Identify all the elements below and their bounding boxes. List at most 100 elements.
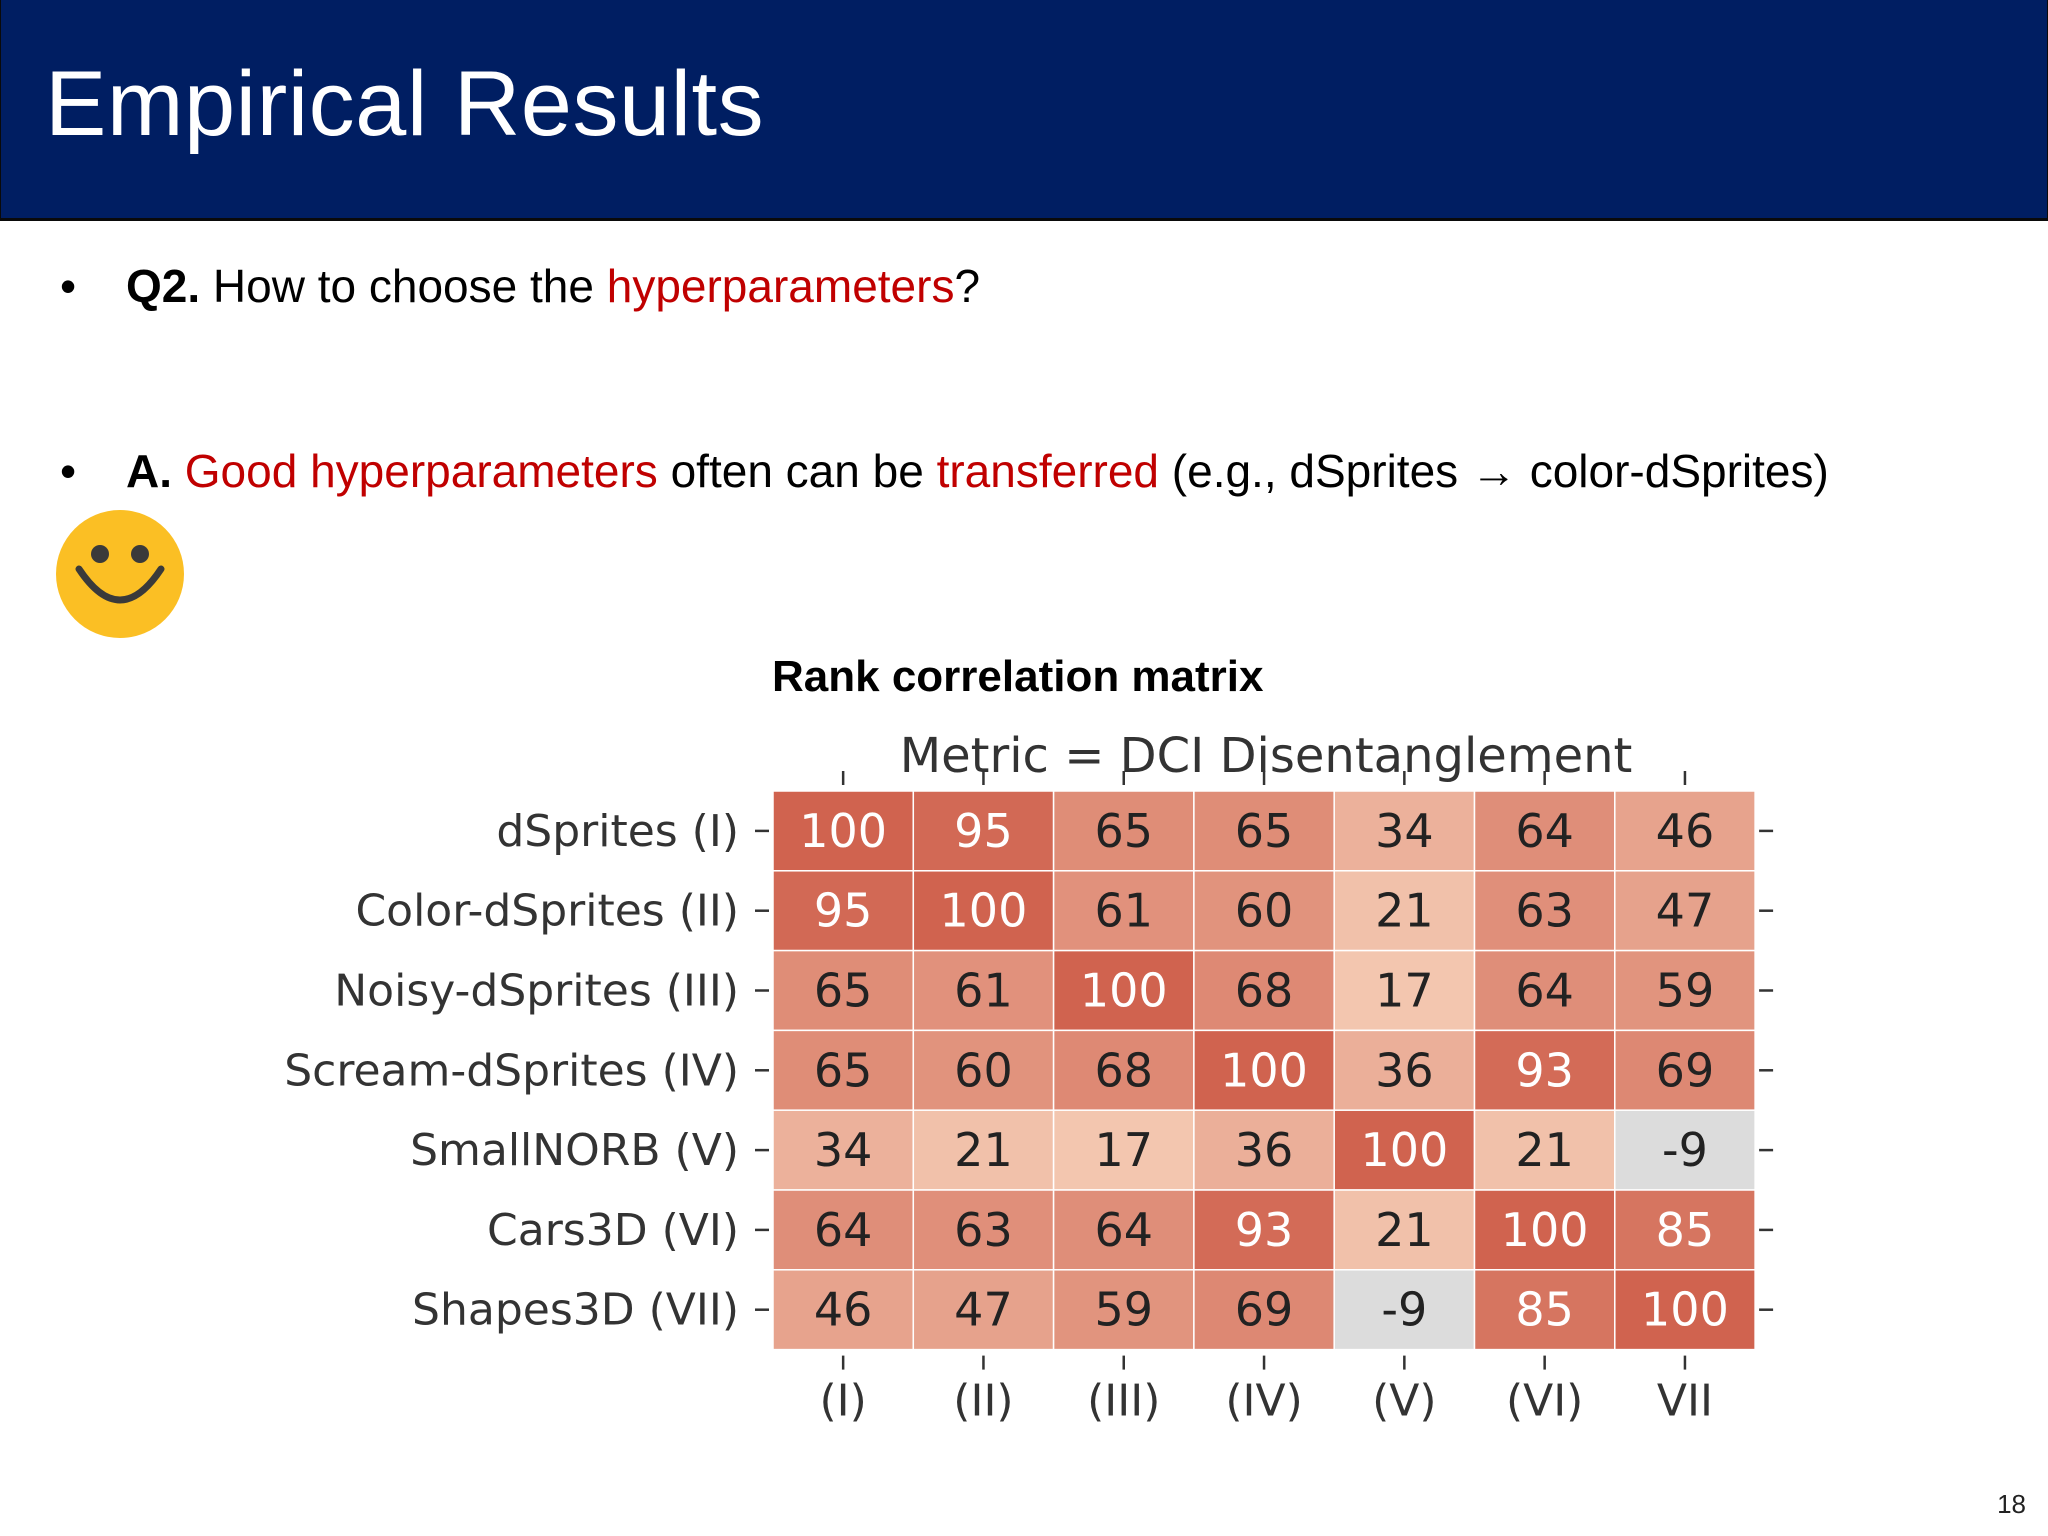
cell-value-label: 64 xyxy=(1515,804,1574,858)
cell-value-label: 61 xyxy=(1094,884,1153,938)
q2-label: Q2. xyxy=(126,260,201,312)
cell-value-label: 36 xyxy=(1235,1123,1294,1177)
heatmap-cell xyxy=(1333,1189,1476,1271)
heatmap-cell xyxy=(1193,1109,1335,1191)
cell-value-label: 36 xyxy=(1375,1043,1434,1097)
bullet-a-text: A. Good hyperparameters often can be tra… xyxy=(126,443,1829,499)
cell-value-label: 93 xyxy=(1235,1203,1294,1257)
heatmap-cell xyxy=(1052,1269,1195,1351)
cell-value-label: 65 xyxy=(1235,804,1294,858)
cell-value-label: 21 xyxy=(954,1123,1013,1177)
cell-value-label: 68 xyxy=(1235,964,1294,1018)
row-label: Scream-dSprites (IV) xyxy=(284,1045,739,1096)
heatmap-cell xyxy=(912,790,1055,872)
cell-value-label: 63 xyxy=(1515,884,1574,938)
cell-value-label: 34 xyxy=(814,1123,873,1177)
row-label: Shapes3D (VII) xyxy=(412,1285,739,1336)
heatmap-cell xyxy=(1473,870,1616,952)
cell-value-label: 69 xyxy=(1235,1283,1294,1337)
heatmap-cell xyxy=(772,1189,915,1271)
cell-value-label: 100 xyxy=(799,804,887,858)
col-label: (V) xyxy=(1372,1376,1436,1427)
a-highlight-1: Good hyperparameters xyxy=(184,445,658,497)
cell-value-label: 93 xyxy=(1515,1043,1574,1097)
heatmap-cell xyxy=(1333,949,1476,1032)
heatmap-cell xyxy=(1614,870,1756,952)
heatmap-cell xyxy=(912,1189,1055,1271)
chart-heading: Rank correlation matrix xyxy=(772,652,1264,701)
cell-value-label: 100 xyxy=(940,884,1028,938)
chart-title: Metric = DCI Disentanglement xyxy=(900,728,1633,784)
cell-value-label: 65 xyxy=(1094,804,1153,858)
row-label: Cars3D (VI) xyxy=(487,1205,739,1256)
heatmap-cell xyxy=(1614,1109,1756,1191)
heatmap-cell xyxy=(1614,949,1756,1032)
a-text-b: often can be xyxy=(657,445,937,497)
cell-value-label: 59 xyxy=(1656,964,1715,1018)
cell-value-label: 60 xyxy=(1235,884,1294,938)
cell-value-label: 46 xyxy=(814,1283,873,1337)
row-label: Color-dSprites (II) xyxy=(355,886,739,937)
cell-value-label: 85 xyxy=(1515,1283,1574,1337)
q2-text-a: How to choose the xyxy=(200,260,607,312)
heatmap-cell xyxy=(912,870,1055,952)
col-label: (VI) xyxy=(1506,1376,1583,1427)
cell-value-label: 47 xyxy=(1656,884,1715,938)
cell-value-label: 65 xyxy=(814,1043,873,1097)
cell-value-label: 100 xyxy=(1641,1283,1729,1337)
cell-value-label: 17 xyxy=(1094,1123,1153,1177)
title-bar: Empirical Results xyxy=(0,0,2048,221)
cell-value-label: 100 xyxy=(1501,1203,1589,1257)
cell-value-label: 46 xyxy=(1656,804,1715,858)
cell-value-label: 64 xyxy=(814,1203,873,1257)
row-label: dSprites (I) xyxy=(496,806,739,857)
a-text-c: (e.g., dSprites → color-dSprites) xyxy=(1159,445,1829,497)
cell-value-label: 21 xyxy=(1515,1123,1574,1177)
bullet-dot: • xyxy=(60,260,77,312)
bullet-dot: • xyxy=(60,445,77,497)
heatmap-cell xyxy=(772,949,915,1032)
cell-value-label: 64 xyxy=(1515,964,1574,1018)
row-label: Noisy-dSprites (III) xyxy=(334,966,739,1017)
cell-value-label: 100 xyxy=(1360,1123,1448,1177)
col-label: (I) xyxy=(819,1376,866,1427)
slide-title: Empirical Results xyxy=(45,53,765,155)
cell-value-label: 85 xyxy=(1656,1203,1715,1257)
cell-value-label: 17 xyxy=(1375,964,1434,1018)
cell-value-label: 60 xyxy=(954,1043,1013,1097)
a-label: A. xyxy=(126,445,172,497)
cell-value-label: 68 xyxy=(1094,1043,1153,1097)
heatmap-cell xyxy=(1333,870,1476,952)
cell-value-label: 100 xyxy=(1080,964,1168,1018)
col-label: (IV) xyxy=(1225,1376,1302,1427)
cell-value-label: -9 xyxy=(1381,1283,1427,1337)
heatmap-cell xyxy=(1614,1189,1756,1271)
heatmap-cell xyxy=(912,1269,1055,1351)
heatmap-cell xyxy=(1614,1269,1756,1351)
heatmap-cell xyxy=(1473,949,1616,1032)
col-label: (II) xyxy=(953,1376,1013,1427)
cell-value-label: 64 xyxy=(1094,1203,1153,1257)
q2-highlight: hyperparameters xyxy=(606,260,955,312)
heatmap-cell xyxy=(1193,870,1335,952)
cell-value-label: 47 xyxy=(954,1283,1013,1337)
cell-value-label: 59 xyxy=(1094,1283,1153,1337)
heatmap-cell xyxy=(1193,1189,1335,1271)
bullet-q2-text: Q2. How to choose the hyperparameters? xyxy=(126,258,980,314)
heatmap-cell xyxy=(1052,790,1195,872)
heatmap-cell xyxy=(1052,870,1195,952)
cell-value-label: 21 xyxy=(1375,884,1434,938)
smiley-face-icon xyxy=(55,509,185,639)
cell-value-label: 61 xyxy=(954,964,1013,1018)
cell-value-label: 69 xyxy=(1656,1043,1715,1097)
cell-value-label: 21 xyxy=(1375,1203,1434,1257)
heatmap-cell xyxy=(1333,1269,1476,1351)
heatmap-cell xyxy=(772,1269,915,1351)
heatmap-cell xyxy=(1193,949,1335,1032)
heatmap-cell xyxy=(1052,949,1195,1032)
cell-value-label: -9 xyxy=(1662,1123,1708,1177)
heatmap-cell xyxy=(772,1029,915,1111)
heatmap-cell xyxy=(772,870,915,952)
col-label: (III) xyxy=(1087,1376,1160,1427)
